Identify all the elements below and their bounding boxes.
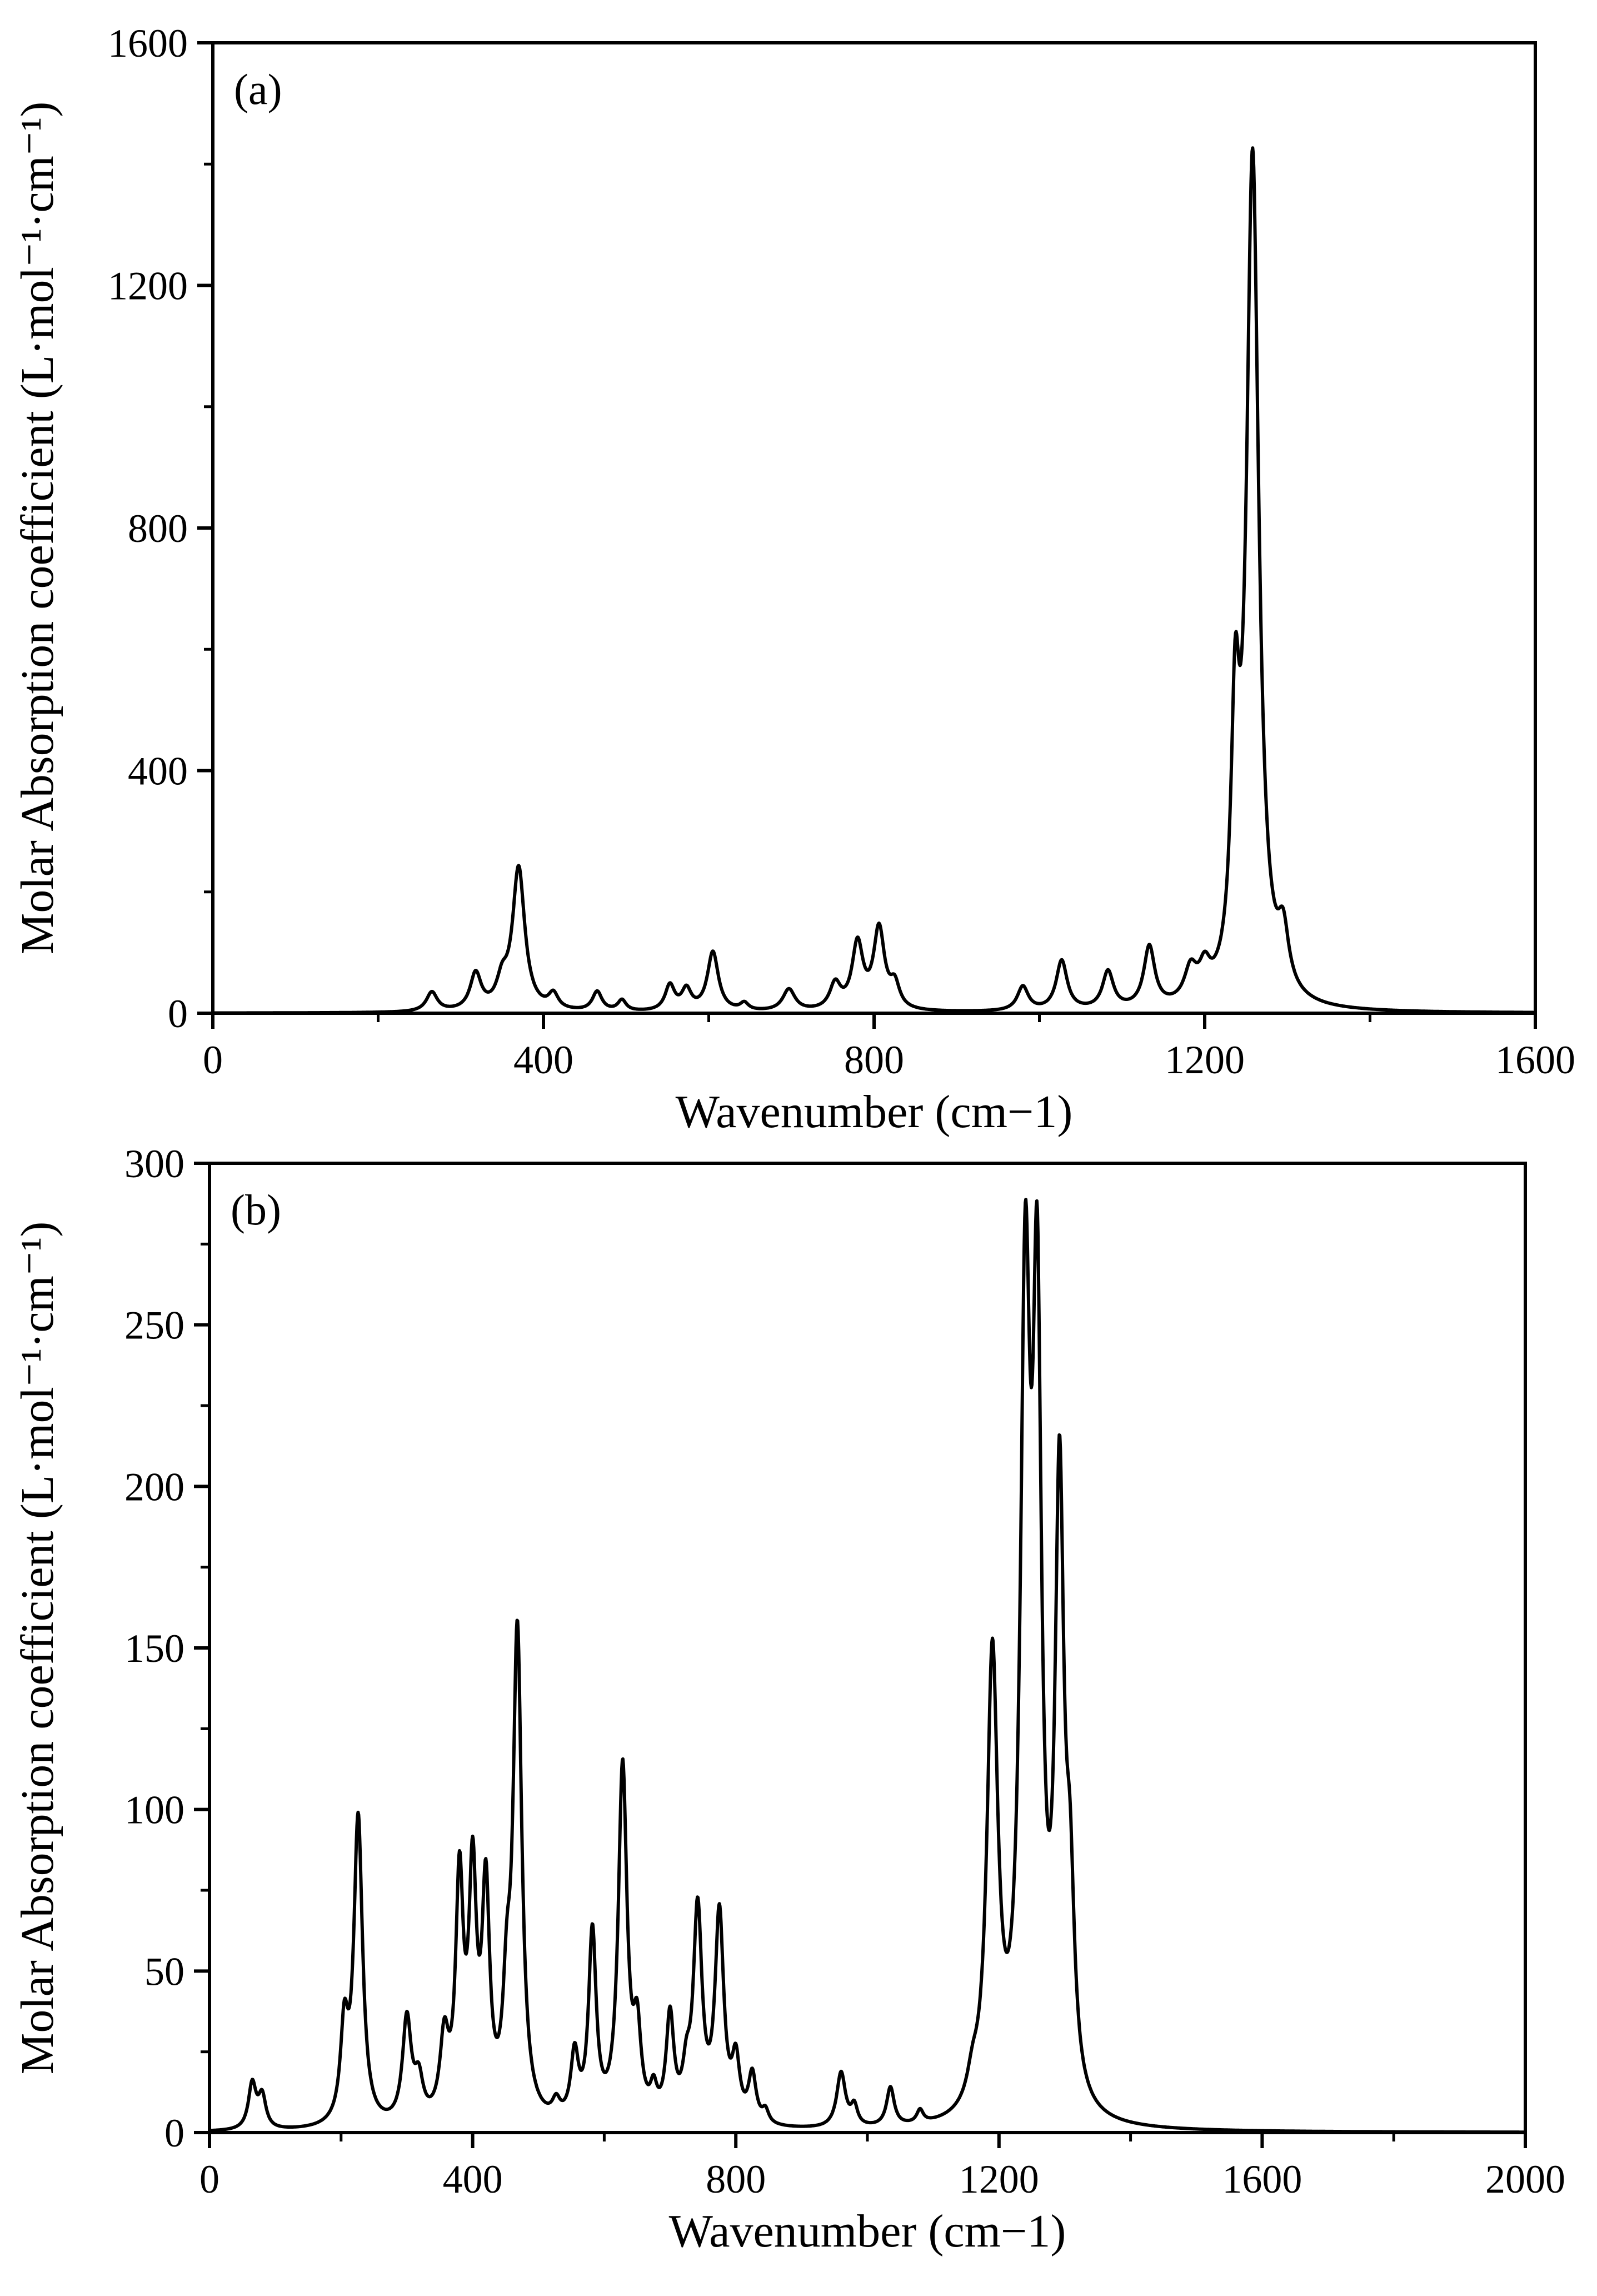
x-axis-title: Wavenumber (cm−1) bbox=[669, 2205, 1066, 2257]
y-tick-label: 0 bbox=[164, 2111, 184, 2155]
panel-a: 0 400 800 1200 1600 0 400 800 1200 1600 (a) Wavenum… bbox=[12, 21, 1575, 1138]
y-tick-label: 150 bbox=[124, 1626, 184, 1671]
panel-label: (b) bbox=[231, 1186, 281, 1234]
x-tick-label: 1600 bbox=[1495, 1038, 1575, 1082]
y-tick-label: 250 bbox=[124, 1303, 184, 1348]
y-tick-label: 300 bbox=[124, 1142, 184, 1186]
x-tick-label: 800 bbox=[706, 2157, 766, 2202]
y-tick-label: 100 bbox=[124, 1788, 184, 1832]
y-tick-label: 50 bbox=[144, 1949, 184, 1994]
x-tick-label: 2000 bbox=[1485, 2157, 1565, 2202]
y-tick-label: 0 bbox=[168, 992, 188, 1036]
x-tick-label: 1200 bbox=[1165, 1038, 1245, 1082]
series-line bbox=[212, 146, 1536, 1015]
y-tick-label: 400 bbox=[128, 749, 188, 794]
x-tick-label: 1600 bbox=[1222, 2157, 1302, 2202]
y-tick-label: 200 bbox=[124, 1465, 184, 1509]
y-tick-label: 1600 bbox=[108, 21, 188, 66]
x-tick-label: 0 bbox=[203, 1038, 223, 1082]
panel-b: 0 400 800 1200 1600 2000 0 50 100 150 200 250 300 (b)… bbox=[12, 1142, 1565, 2257]
x-tick-label: 400 bbox=[443, 2157, 503, 2202]
x-tick-label: 800 bbox=[844, 1038, 904, 1082]
y-axis-title: Molar Absorption coefficient (L·mol⁻¹·cm… bbox=[12, 102, 63, 955]
x-axis-title: Wavenumber (cm−1) bbox=[676, 1086, 1073, 1138]
y-tick-label: 1200 bbox=[108, 264, 188, 308]
y-axis-title: Molar Absorption coefficient (L·mol⁻¹·cm… bbox=[12, 1222, 63, 2075]
y-tick-label: 800 bbox=[128, 506, 188, 551]
panel-label: (a) bbox=[234, 65, 282, 113]
x-tick-label: 400 bbox=[513, 1038, 573, 1082]
x-tick-label: 1200 bbox=[959, 2157, 1039, 2202]
x-tick-label: 0 bbox=[199, 2157, 219, 2202]
